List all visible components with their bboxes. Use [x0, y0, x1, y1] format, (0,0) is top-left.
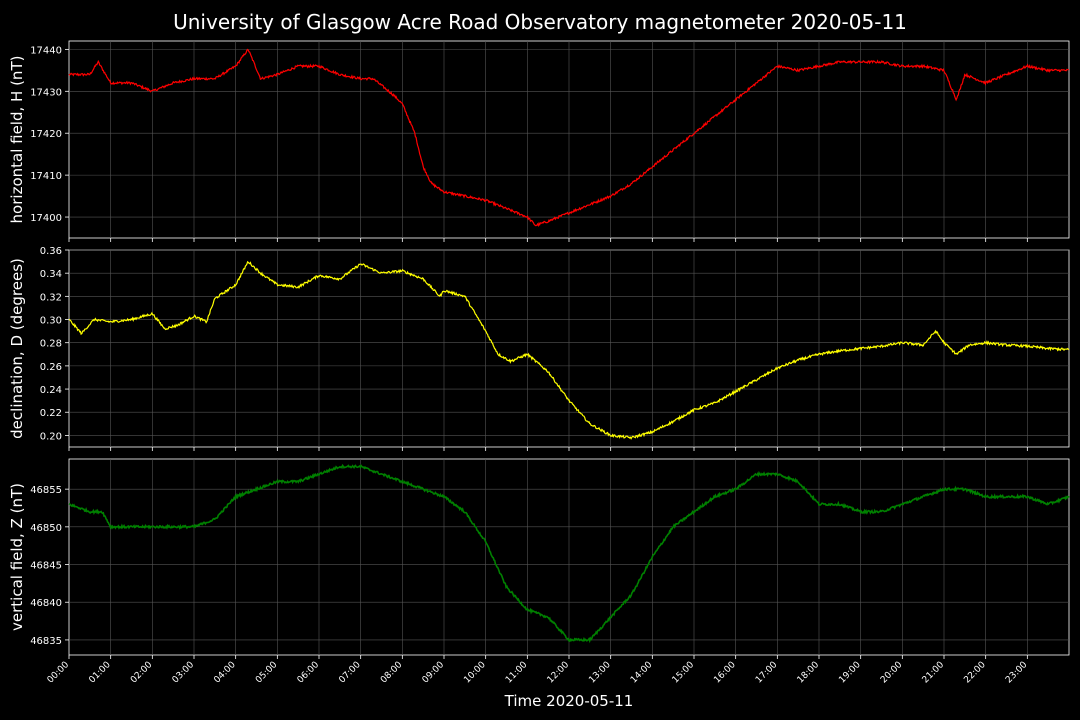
series-line-z — [68, 463, 1070, 644]
y-tick-label: 17400 — [30, 213, 62, 224]
x-tick-label: 10:00 — [462, 660, 488, 686]
y-tick-label: 0.32 — [40, 292, 62, 303]
x-tick-label: 21:00 — [921, 660, 947, 686]
x-tick-label: 07:00 — [337, 660, 363, 686]
x-tick-label: 17:00 — [754, 660, 780, 686]
x-tick-label: 16:00 — [712, 660, 738, 686]
y-tick-label: 17440 — [30, 45, 62, 56]
y-tick-label: 46855 — [30, 485, 62, 496]
x-tick-label: 03:00 — [171, 660, 197, 686]
y-tick-label: 17410 — [30, 171, 62, 182]
x-tick-label: 06:00 — [296, 660, 322, 686]
x-tick-label: 20:00 — [879, 660, 905, 686]
x-tick-label: 23:00 — [1004, 660, 1030, 686]
x-tick-label: 08:00 — [379, 660, 405, 686]
x-tick-label: 11:00 — [504, 660, 530, 686]
y-tick-label: 0.36 — [40, 246, 62, 257]
y-axis-label: declination, D (degrees) — [8, 258, 26, 439]
x-tick-label: 18:00 — [796, 660, 822, 686]
y-tick-label: 0.28 — [40, 339, 62, 350]
y-tick-label: 46840 — [30, 598, 62, 609]
x-tick-label: 19:00 — [837, 660, 863, 686]
y-tick-label: 46850 — [30, 523, 62, 534]
series-line-h — [68, 48, 1069, 228]
y-tick-label: 17430 — [30, 87, 62, 98]
y-tick-label: 0.30 — [40, 316, 62, 327]
x-tick-label: 22:00 — [962, 660, 988, 686]
x-tick-label: 12:00 — [546, 660, 572, 686]
x-tick-label: 13:00 — [587, 660, 613, 686]
y-tick-label: 46845 — [30, 561, 62, 572]
y-axis-label: vertical field, Z (nT) — [8, 483, 26, 631]
y-axis-label: horizontal field, H (nT) — [8, 56, 26, 224]
x-tick-label: 04:00 — [212, 660, 238, 686]
y-tick-label: 46835 — [30, 636, 62, 647]
y-tick-label: 0.34 — [40, 269, 62, 280]
y-tick-label: 0.24 — [40, 385, 62, 396]
y-tick-label: 0.20 — [40, 431, 62, 442]
x-tick-label: 05:00 — [254, 660, 280, 686]
y-tick-label: 17420 — [30, 129, 62, 140]
x-tick-label: 15:00 — [671, 660, 697, 686]
chart-title: University of Glasgow Acre Road Observat… — [173, 10, 907, 34]
x-tick-label: 14:00 — [629, 660, 655, 686]
x-tick-label: 00:00 — [46, 660, 72, 686]
x-axis-label: Time 2020-05-11 — [504, 692, 634, 710]
y-tick-label: 0.22 — [40, 408, 62, 419]
y-tick-label: 0.26 — [40, 362, 62, 373]
series-line-d — [68, 260, 1070, 440]
x-tick-label: 02:00 — [129, 660, 155, 686]
x-tick-label: 09:00 — [421, 660, 447, 686]
x-tick-label: 01:00 — [87, 660, 113, 686]
